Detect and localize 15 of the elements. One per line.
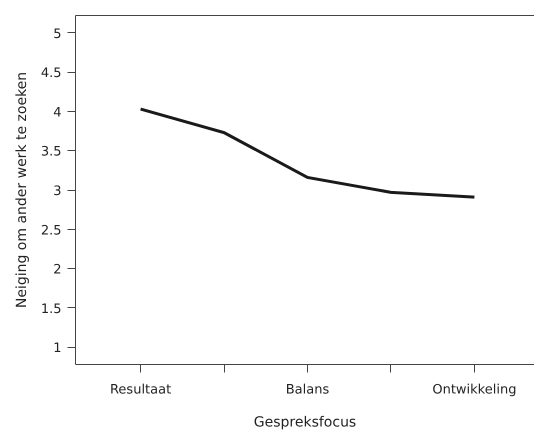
y-tick-label: 4.5 bbox=[40, 66, 62, 82]
x-tick-label: Ontwikkeling bbox=[432, 382, 516, 398]
x-tick-label: Resultaat bbox=[110, 382, 172, 398]
y-tick-label: 1 bbox=[53, 341, 62, 356]
y-tick-label: 1.5 bbox=[40, 302, 62, 317]
y-tick-label: 2.5 bbox=[40, 223, 62, 238]
y-axis-title: Neiging om ander werk te zoeken bbox=[14, 72, 30, 308]
x-tick-label: Balans bbox=[286, 382, 330, 398]
y-tick-label: 4 bbox=[53, 105, 62, 120]
y-tick-label: 3 bbox=[53, 184, 62, 199]
x-axis-title: Gespreksfocus bbox=[254, 414, 356, 430]
y-tick-label: 5 bbox=[53, 26, 62, 42]
line-series bbox=[139, 108, 476, 199]
y-tick-label: 2 bbox=[53, 262, 62, 278]
y-tick-label: 3.5 bbox=[40, 144, 62, 160]
